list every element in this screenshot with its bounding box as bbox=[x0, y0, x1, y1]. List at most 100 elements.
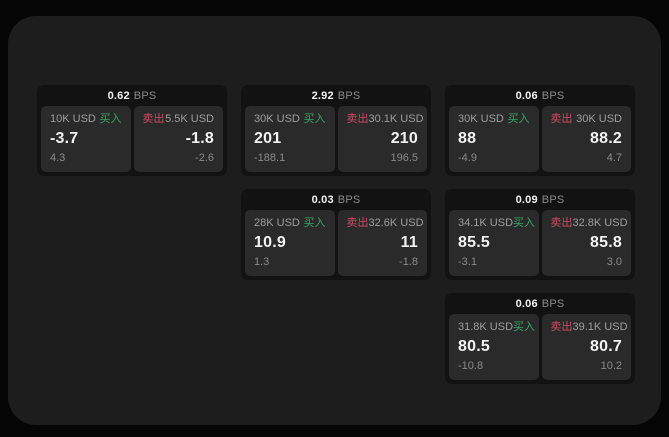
buy-notional: 30K USD bbox=[458, 113, 504, 125]
buy-label: 买入 bbox=[513, 321, 536, 333]
buy-price: 80.5 bbox=[458, 338, 490, 355]
buy-tile[interactable]: 28K USD 买入 10.9 1.3 bbox=[245, 210, 335, 276]
sell-delta: -2.6 bbox=[195, 152, 214, 164]
sell-tile[interactable]: 卖出 30.1K USD 210 196.5 bbox=[337, 106, 427, 172]
sell-tile[interactable]: 卖出 32.8K USD 85.8 3.0 bbox=[541, 210, 631, 276]
bps-unit: BPS bbox=[337, 89, 361, 102]
card-header: 0.06 BPS bbox=[445, 293, 635, 314]
buy-price: -3.7 bbox=[50, 130, 79, 147]
quote-card-1: 0.62 BPS 10K USD 买入 -3.7 4.3 卖出 bbox=[37, 85, 227, 176]
sell-notional: 32.8K USD bbox=[572, 217, 628, 229]
main-surface: 0.62 BPS 10K USD 买入 -3.7 4.3 卖出 bbox=[8, 16, 661, 425]
buy-label: 买入 bbox=[99, 113, 122, 125]
buy-tile-top: 34.1K USD 买入 bbox=[458, 217, 535, 230]
card-body: 30K USD 买入 88 -4.9 卖出 30K USD 88.2 4.7 bbox=[449, 106, 631, 172]
buy-delta: -10.8 bbox=[458, 360, 484, 372]
sell-notional: 39.1K USD bbox=[572, 321, 628, 333]
sell-delta: 4.7 bbox=[606, 152, 622, 164]
buy-delta: 1.3 bbox=[254, 256, 270, 268]
card-body: 10K USD 买入 -3.7 4.3 卖出 5.5K USD -1.8 -2.… bbox=[41, 106, 223, 172]
buy-notional: 28K USD bbox=[254, 217, 300, 229]
buy-tile[interactable]: 30K USD 买入 201 -188.1 bbox=[245, 106, 335, 172]
bps-value: 0.09 bbox=[515, 193, 538, 206]
bps-value: 0.06 bbox=[515, 89, 538, 102]
card-body: 31.8K USD 买入 80.5 -10.8 卖出 39.1K USD 80.… bbox=[449, 314, 631, 380]
sell-label: 卖出 bbox=[550, 113, 573, 125]
sell-tile-top: 卖出 32.6K USD bbox=[347, 217, 424, 230]
sell-tile-top: 卖出 30K USD bbox=[551, 113, 623, 126]
buy-tile[interactable]: 10K USD 买入 -3.7 4.3 bbox=[41, 106, 131, 172]
buy-notional: 30K USD bbox=[254, 113, 300, 125]
buy-tile-top: 28K USD 买入 bbox=[254, 217, 326, 230]
buy-tile[interactable]: 34.1K USD 买入 85.5 -3.1 bbox=[449, 210, 539, 276]
sell-price: -1.8 bbox=[185, 130, 214, 147]
buy-tile[interactable]: 30K USD 买入 88 -4.9 bbox=[449, 106, 539, 172]
cards-grid: 0.62 BPS 10K USD 买入 -3.7 4.3 卖出 bbox=[37, 85, 635, 384]
sell-price: 210 bbox=[390, 130, 418, 147]
bps-unit: BPS bbox=[541, 297, 565, 310]
sell-notional: 30.1K USD bbox=[368, 113, 424, 125]
bps-value: 2.92 bbox=[311, 89, 334, 102]
buy-notional: 34.1K USD bbox=[458, 217, 514, 229]
sell-delta: -1.8 bbox=[399, 256, 418, 268]
quote-card-2: 2.92 BPS 30K USD 买入 201 -188.1 卖出 bbox=[241, 85, 431, 176]
sell-tile[interactable]: 卖出 32.6K USD 11 -1.8 bbox=[337, 210, 427, 276]
sell-notional: 32.6K USD bbox=[368, 217, 424, 229]
buy-notional: 10K USD bbox=[50, 113, 96, 125]
buy-label: 买入 bbox=[507, 113, 530, 125]
sell-delta: 10.2 bbox=[600, 360, 622, 372]
buy-delta: -3.1 bbox=[458, 256, 477, 268]
sell-price: 85.8 bbox=[590, 234, 622, 251]
sell-delta: 3.0 bbox=[606, 256, 622, 268]
quote-card-5: 0.09 BPS 34.1K USD 买入 85.5 -3.1 卖出 bbox=[445, 189, 635, 280]
buy-tile-top: 31.8K USD 买入 bbox=[458, 321, 535, 334]
card-body: 30K USD 买入 201 -188.1 卖出 30.1K USD 210 1… bbox=[245, 106, 427, 172]
bps-unit: BPS bbox=[337, 193, 361, 206]
sell-tile-top: 卖出 39.1K USD bbox=[551, 321, 628, 334]
sell-label: 卖出 bbox=[550, 217, 573, 229]
card-header: 0.09 BPS bbox=[445, 189, 635, 210]
sell-notional: 5.5K USD bbox=[165, 113, 214, 125]
sell-tile[interactable]: 卖出 39.1K USD 80.7 10.2 bbox=[541, 314, 631, 380]
quote-card-3: 0.06 BPS 30K USD 买入 88 -4.9 卖出 bbox=[445, 85, 635, 176]
quote-card-4: 0.03 BPS 28K USD 买入 10.9 1.3 卖出 bbox=[241, 189, 431, 280]
sell-tile[interactable]: 卖出 5.5K USD -1.8 -2.6 bbox=[133, 106, 223, 172]
bps-value: 0.03 bbox=[311, 193, 334, 206]
buy-price: 10.9 bbox=[254, 234, 286, 251]
bps-unit: BPS bbox=[541, 193, 565, 206]
buy-label: 买入 bbox=[303, 113, 326, 125]
bps-value: 0.62 bbox=[107, 89, 130, 102]
buy-delta: -188.1 bbox=[254, 152, 286, 164]
sell-notional: 30K USD bbox=[576, 113, 622, 125]
card-header: 0.03 BPS bbox=[241, 189, 431, 210]
sell-tile-top: 卖出 30.1K USD bbox=[346, 113, 424, 126]
sell-price: 11 bbox=[400, 234, 418, 251]
sell-tile-top: 卖出 5.5K USD bbox=[143, 113, 215, 126]
buy-price: 88 bbox=[458, 130, 477, 147]
sell-price: 80.7 bbox=[590, 338, 622, 355]
sell-tile-top: 卖出 32.8K USD bbox=[550, 217, 628, 230]
card-body: 28K USD 买入 10.9 1.3 卖出 32.6K USD 11 -1.8 bbox=[245, 210, 427, 276]
buy-tile-top: 30K USD 买入 bbox=[458, 113, 530, 126]
sell-price: 88.2 bbox=[590, 130, 622, 147]
quote-card-6: 0.06 BPS 31.8K USD 买入 80.5 -10.8 卖 bbox=[445, 293, 635, 384]
buy-delta: 4.3 bbox=[50, 152, 66, 164]
buy-label: 买入 bbox=[303, 217, 326, 229]
sell-label: 卖出 bbox=[346, 113, 369, 125]
buy-label: 买入 bbox=[513, 217, 536, 229]
card-header: 0.06 BPS bbox=[445, 85, 635, 106]
buy-tile[interactable]: 31.8K USD 买入 80.5 -10.8 bbox=[449, 314, 539, 380]
sell-tile[interactable]: 卖出 30K USD 88.2 4.7 bbox=[541, 106, 631, 172]
bps-value: 0.06 bbox=[515, 297, 538, 310]
buy-delta: -4.9 bbox=[458, 152, 477, 164]
card-header: 0.62 BPS bbox=[37, 85, 227, 106]
buy-notional: 31.8K USD bbox=[458, 321, 514, 333]
buy-tile-top: 10K USD 买入 bbox=[50, 113, 122, 126]
sell-label: 卖出 bbox=[142, 113, 165, 125]
buy-tile-top: 30K USD 买入 bbox=[254, 113, 326, 126]
buy-price: 85.5 bbox=[458, 234, 490, 251]
bps-unit: BPS bbox=[541, 89, 565, 102]
card-body: 34.1K USD 买入 85.5 -3.1 卖出 32.8K USD 85.8… bbox=[449, 210, 631, 276]
card-header: 2.92 BPS bbox=[241, 85, 431, 106]
